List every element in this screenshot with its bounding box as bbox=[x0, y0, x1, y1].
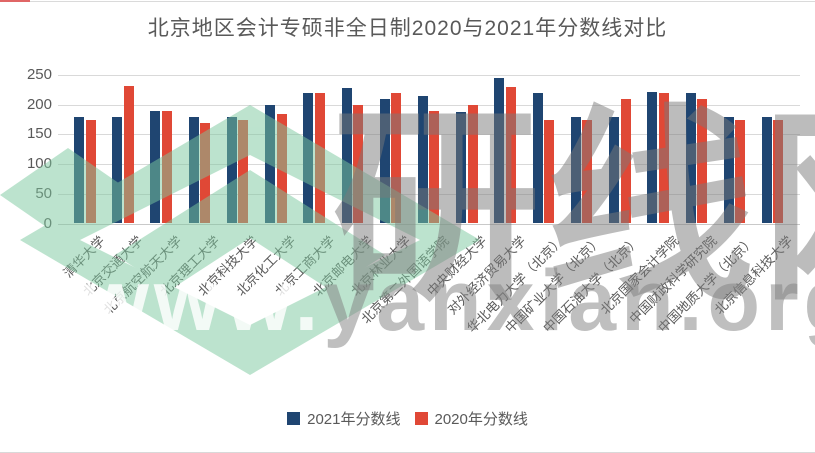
bar-2020年分数线-北京航空航天大学 bbox=[161, 111, 172, 224]
bar-2020年分数线-北京信息科技大学 bbox=[773, 119, 784, 224]
bar-2021年分数线-中国矿业大学（北京） bbox=[570, 117, 581, 224]
y-tick-label-0: 0 bbox=[43, 214, 52, 232]
bar-2021年分数线-北京科技大学 bbox=[226, 117, 237, 224]
top-divider-line bbox=[0, 1, 815, 2]
top-divider-accent bbox=[0, 0, 30, 2]
chart-title: 北京地区会计专硕非全日制2020与2021年分数线对比 bbox=[147, 17, 668, 40]
bar-2021年分数线-北京化工大学 bbox=[265, 104, 276, 224]
bar-2021年分数线-中国地质大学（北京） bbox=[723, 117, 734, 224]
bar-2020年分数线-北京理工大学 bbox=[200, 122, 211, 224]
y-tick-label-150: 150 bbox=[26, 125, 52, 143]
legend-item-2021: 2021年分数线 bbox=[287, 408, 401, 429]
bar-2020年分数线-中国矿业大学（北京） bbox=[582, 119, 593, 224]
bar-2021年分数线-北京交通大学 bbox=[112, 117, 123, 224]
bar-2020年分数线-北京第二外国语学院 bbox=[429, 111, 440, 224]
y-tick-label-50: 50 bbox=[35, 184, 52, 202]
chart-legend: 2021年分数线 2020年分数线 bbox=[0, 408, 815, 429]
bar-2021年分数线-中国财政科学研究院 bbox=[685, 93, 696, 224]
gridline-0 bbox=[58, 223, 800, 225]
bar-2021年分数线-北京信息科技大学 bbox=[761, 117, 772, 224]
bar-2021年分数线-清华大学 bbox=[74, 117, 84, 224]
bar-2021年分数线-北京第二外国语学院 bbox=[417, 96, 428, 224]
bar-2020年分数线-清华大学 bbox=[85, 119, 96, 224]
bar-2021年分数线-北京邮电大学 bbox=[341, 88, 352, 224]
bar-2020年分数线-北京交通大学 bbox=[123, 86, 134, 224]
bar-2020年分数线-北京国家会计学院 bbox=[658, 92, 669, 224]
bar-2021年分数线-北京理工大学 bbox=[188, 117, 199, 224]
bar-2021年分数线-中央财经大学 bbox=[456, 111, 467, 224]
bar-2020年分数线-中国地质大学（北京） bbox=[735, 119, 746, 224]
bar-2020年分数线-北京邮电大学 bbox=[353, 104, 364, 224]
legend-item-2020: 2020年分数线 bbox=[414, 408, 528, 429]
bar-2020年分数线-华北电力大学（北京） bbox=[544, 119, 555, 224]
y-tick-label-200: 200 bbox=[26, 95, 52, 113]
bar-2021年分数线-北京工商大学 bbox=[303, 92, 314, 224]
gridline-250 bbox=[58, 75, 800, 76]
legend-swatch-2020 bbox=[414, 412, 428, 425]
bar-2020年分数线-北京化工大学 bbox=[276, 113, 287, 224]
bar-2021年分数线-对外经济贸易大学 bbox=[494, 77, 505, 224]
bar-2020年分数线-北京科技大学 bbox=[238, 119, 249, 224]
bar-2021年分数线-北京林业大学 bbox=[379, 98, 390, 224]
legend-label-2021: 2021年分数线 bbox=[307, 411, 401, 428]
bar-2020年分数线-北京林业大学 bbox=[391, 93, 402, 224]
bar-2020年分数线-中国财政科学研究院 bbox=[697, 99, 708, 224]
legend-label-2020: 2020年分数线 bbox=[434, 411, 528, 428]
bar-2021年分数线-中国石油大学（北京） bbox=[609, 117, 620, 224]
y-tick-label-100: 100 bbox=[26, 155, 52, 173]
bar-2020年分数线-对外经济贸易大学 bbox=[505, 86, 516, 224]
bar-2020年分数线-北京工商大学 bbox=[314, 93, 325, 224]
bar-2021年分数线-北京航空航天大学 bbox=[150, 110, 161, 224]
bar-2020年分数线-中国石油大学（北京） bbox=[620, 98, 631, 224]
legend-swatch-2021 bbox=[287, 412, 301, 425]
bar-2021年分数线-华北电力大学（北京） bbox=[532, 92, 543, 224]
bar-2021年分数线-北京国家会计学院 bbox=[647, 92, 658, 224]
bar-2020年分数线-中央财经大学 bbox=[467, 105, 478, 224]
y-tick-label-250: 250 bbox=[26, 66, 52, 83]
